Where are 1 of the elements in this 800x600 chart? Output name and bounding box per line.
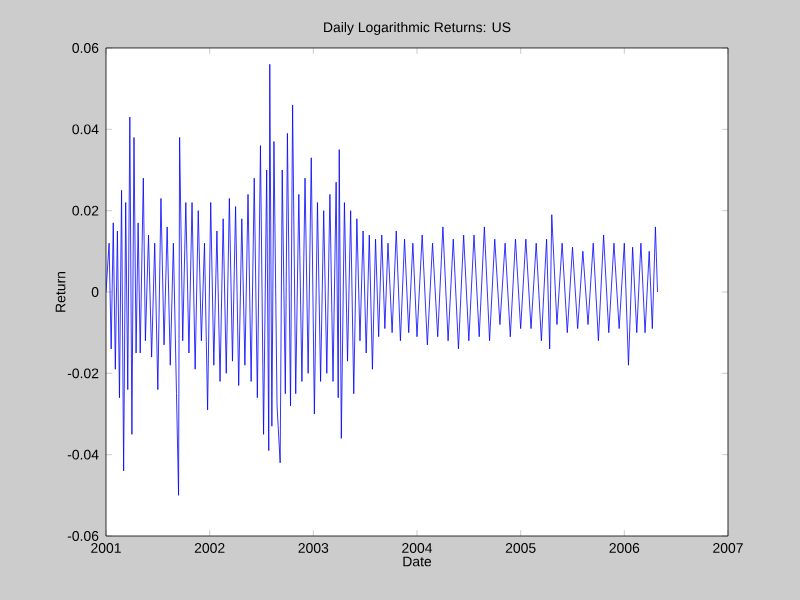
line-series [106,63,658,496]
